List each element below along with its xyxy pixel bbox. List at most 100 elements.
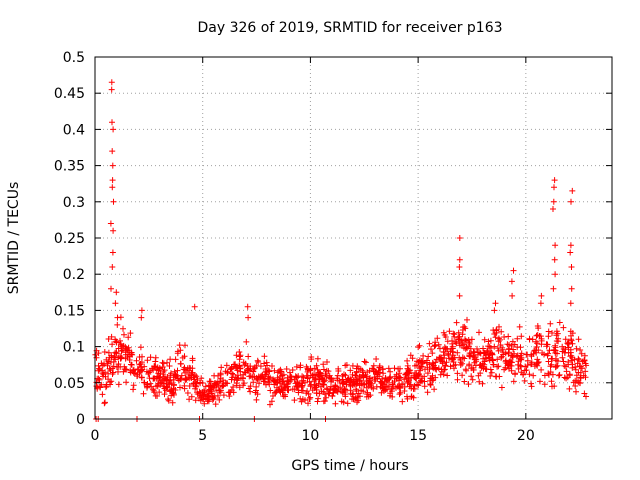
data-point [553, 363, 560, 370]
data-point [456, 256, 463, 263]
data-point [416, 342, 423, 349]
data-point [332, 400, 339, 407]
data-point [553, 357, 560, 364]
data-point [360, 381, 367, 388]
data-point [473, 356, 480, 363]
data-point [561, 349, 568, 356]
data-point [103, 356, 110, 363]
data-point [457, 359, 464, 366]
data-point [138, 359, 145, 366]
data-point [291, 397, 298, 404]
data-point [475, 349, 482, 356]
data-point [453, 319, 460, 326]
data-point [123, 345, 130, 352]
data-point [462, 345, 469, 352]
data-point [147, 354, 154, 361]
data-point [530, 372, 537, 379]
data-point [498, 354, 505, 361]
data-point [563, 375, 570, 382]
data-point [432, 342, 438, 349]
data-point [219, 382, 226, 389]
data-point [108, 285, 114, 292]
data-point [578, 365, 585, 372]
data-point [166, 388, 173, 395]
data-point [549, 330, 555, 336]
data-point [343, 362, 350, 368]
data-point [269, 363, 275, 369]
data-point [407, 367, 414, 374]
data-point [356, 382, 363, 389]
data-point [363, 373, 370, 380]
data-point [567, 328, 574, 335]
data-point [337, 384, 344, 391]
data-point [109, 162, 116, 169]
data-point [547, 320, 554, 327]
data-point [133, 357, 140, 364]
data-point [342, 372, 349, 379]
data-point [461, 378, 468, 385]
data-point [343, 378, 350, 385]
data-point [144, 357, 151, 364]
data-point [262, 371, 269, 378]
data-point [373, 356, 380, 362]
data-point [101, 400, 108, 407]
data-point [201, 400, 208, 407]
data-point [334, 372, 341, 379]
data-points [92, 79, 590, 422]
data-point [304, 365, 311, 372]
data-point [420, 352, 427, 359]
data-point [274, 379, 281, 386]
data-point [315, 369, 322, 376]
data-point [510, 346, 517, 353]
x-tick-label: 0 [91, 428, 100, 444]
data-point [177, 360, 184, 367]
data-point [114, 314, 121, 321]
data-point [424, 370, 431, 377]
y-tick-label: 0.2 [63, 267, 85, 283]
data-point [543, 343, 550, 350]
data-point [191, 303, 198, 310]
data-point [514, 335, 521, 342]
data-point [236, 349, 243, 355]
data-point [474, 345, 480, 352]
data-point [470, 364, 476, 371]
data-point [160, 383, 167, 390]
data-point [249, 374, 256, 381]
chart-title: Day 326 of 2019, SRMTID for receiver p16… [197, 20, 502, 36]
data-point [511, 350, 518, 357]
data-point [541, 351, 547, 358]
data-point [364, 389, 371, 396]
data-point [240, 371, 247, 378]
data-point [246, 385, 252, 392]
data-point [243, 338, 250, 345]
data-point [129, 351, 136, 358]
data-point [154, 382, 161, 389]
data-point [479, 380, 486, 387]
data-point [323, 367, 330, 374]
data-point [154, 373, 161, 380]
data-point [549, 355, 555, 362]
data-point [308, 381, 315, 388]
data-point [361, 358, 368, 365]
data-point [397, 389, 404, 396]
data-point [365, 380, 372, 387]
data-point [401, 388, 408, 394]
data-point [130, 386, 137, 393]
data-point [565, 341, 572, 347]
data-point [355, 390, 362, 397]
data-point [241, 380, 248, 387]
data-point [560, 324, 567, 331]
data-point [274, 369, 281, 376]
data-point [332, 383, 339, 390]
data-point [324, 359, 330, 365]
data-point [363, 384, 370, 391]
data-point [108, 333, 115, 340]
data-point [424, 389, 431, 396]
data-point [532, 338, 539, 345]
data-point [339, 389, 346, 396]
data-point [495, 338, 502, 345]
y-tick-label: 0.1 [63, 340, 85, 356]
data-point [256, 380, 262, 387]
data-point [197, 380, 204, 387]
data-point [286, 369, 293, 376]
